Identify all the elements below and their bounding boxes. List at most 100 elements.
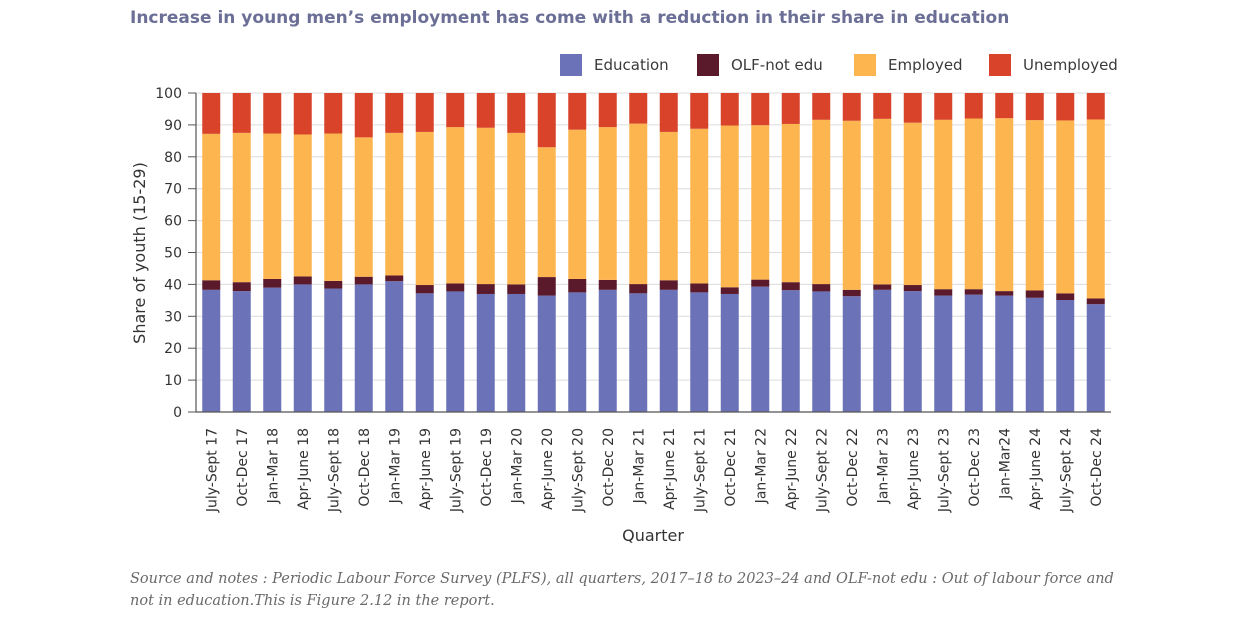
bar-segment-unemployed [263, 93, 282, 134]
bar-segment-education [720, 293, 739, 412]
x-tick-label: July-Sept 19 [448, 428, 464, 513]
x-tick-label: Apr-June 21 [662, 428, 678, 510]
x-tick-labels: July-Sept 17 Oct-Dec 17 Jan-Mar 18 Apr-June… [204, 428, 1105, 513]
bar-segment-olf-not-edu [598, 279, 617, 290]
bar-segment-education [873, 289, 892, 412]
bar-segment-olf-not-edu [842, 289, 861, 297]
bar-segment-unemployed [202, 93, 221, 134]
legend-swatch-employed [854, 54, 876, 76]
legend-item-education: Education [560, 54, 669, 76]
bar-segment-employed [598, 127, 617, 280]
x-tick-label: Apr-June 22 [784, 428, 800, 510]
bar-segment-unemployed [537, 93, 556, 148]
bar-segment-education [324, 288, 343, 412]
x-tick-label: July-Sept 17 [204, 428, 220, 513]
bar-segment-employed [507, 132, 526, 285]
bar-segment-unemployed [781, 93, 800, 124]
bar-segment-olf-not-edu [415, 285, 434, 294]
x-tick-label: Oct-Dec 21 [723, 428, 739, 507]
bar-segment-education [1086, 304, 1105, 412]
x-tick-label: Oct-Dec 18 [357, 428, 373, 507]
bar-segment-employed [415, 131, 434, 286]
bar-segment-education [842, 296, 861, 412]
bar-segment-employed [751, 125, 770, 280]
bar-segment-education [598, 289, 617, 412]
bar-segment-education [293, 284, 312, 412]
x-tick-label: July-Sept 21 [692, 428, 708, 513]
bar-segment-unemployed [1025, 93, 1044, 121]
bar-segment-employed [1086, 119, 1105, 299]
x-tick-label: Jan-Mar 20 [509, 428, 525, 504]
y-tick-label: 20 [164, 341, 182, 357]
legend-label-education: Education [594, 56, 669, 74]
bar-segment-unemployed [812, 93, 831, 120]
bar-segment-unemployed [324, 93, 343, 134]
bar-segment-employed [354, 137, 373, 277]
bar-segment-olf-not-edu [1056, 293, 1075, 301]
bar-segment-employed [873, 118, 892, 285]
x-tick-label: Oct-Dec 23 [967, 428, 983, 507]
bar-segment-unemployed [934, 93, 953, 120]
bar-segment-employed [1025, 120, 1044, 291]
y-tick-label: 80 [164, 150, 182, 166]
bar-segment-olf-not-edu [1025, 290, 1044, 298]
legend-label-employed: Employed [888, 56, 963, 74]
bar-segment-olf-not-edu [720, 287, 739, 294]
bar-segment-unemployed [415, 93, 434, 132]
bar-segment-olf-not-edu [537, 277, 556, 296]
bar-segment-employed [903, 122, 922, 286]
bar-segment-employed [690, 128, 709, 284]
bar-segment-unemployed [629, 93, 648, 124]
legend-swatch-olf-not-edu [697, 54, 719, 76]
bar-segment-unemployed [232, 93, 251, 133]
bar-segment-olf-not-edu [964, 289, 983, 295]
bar-segment-education [537, 295, 556, 412]
bar-segment-education [659, 289, 678, 412]
bar-segment-olf-not-edu [903, 285, 922, 292]
x-tick-label: Oct-Dec 17 [235, 428, 251, 507]
legend-swatch-education [560, 54, 582, 76]
bar-segment-education [507, 293, 526, 412]
bar-segment-employed [995, 118, 1014, 292]
bar-segment-olf-not-edu [476, 284, 495, 294]
bar-segment-olf-not-edu [812, 284, 831, 292]
stacked-bar-chart: 0 10 20 30 40 50 60 70 80 90 100 July-Sept 17 Oct-D… [130, 86, 1111, 545]
bar-segment-olf-not-edu [293, 276, 312, 285]
x-tick-label: Jan-Mar24 [997, 428, 1013, 500]
y-tick-label: 90 [164, 118, 182, 134]
legend-label-unemployed: Unemployed [1023, 56, 1118, 74]
bar-segment-employed [293, 134, 312, 277]
bar-segment-olf-not-edu [263, 278, 282, 288]
bar-segment-olf-not-edu [781, 282, 800, 291]
bar-segment-employed [1056, 120, 1075, 294]
bar-segment-unemployed [690, 93, 709, 129]
x-tick-label: Jan-Mar 21 [631, 428, 647, 504]
bar-segment-unemployed [446, 93, 465, 128]
bar-segment-employed [537, 147, 556, 278]
bar-segment-unemployed [903, 93, 922, 123]
x-tick-label: Jan-Mar 18 [265, 428, 281, 504]
gridlines [188, 92, 1111, 413]
legend-label-olf-not-edu: OLF-not edu [731, 56, 823, 74]
y-tick-label: 0 [173, 405, 182, 421]
bar-segment-unemployed [873, 93, 892, 119]
bar-segment-employed [964, 118, 983, 290]
x-tick-label: July-Sept 18 [326, 428, 342, 513]
bar-segment-education [415, 293, 434, 412]
bar-segment-education [751, 286, 770, 412]
bar-segment-unemployed [751, 93, 770, 126]
bar-segment-education [1025, 297, 1044, 412]
bar-segment-unemployed [720, 93, 739, 126]
x-tick-label: July-Sept 23 [936, 428, 952, 513]
bar-segment-employed [629, 123, 648, 285]
x-tick-label: Oct-Dec 24 [1089, 428, 1105, 507]
bar-segment-education [1056, 300, 1075, 412]
y-tick-label: 100 [155, 86, 182, 102]
bar-segment-education [812, 291, 831, 412]
bar-segment-education [781, 290, 800, 412]
bar-segment-education [202, 289, 221, 412]
x-tick-label: Apr-June 18 [296, 428, 312, 510]
bar-segment-education [995, 295, 1014, 412]
bar-segment-employed [385, 132, 404, 276]
x-axis-title: Quarter [622, 526, 684, 545]
